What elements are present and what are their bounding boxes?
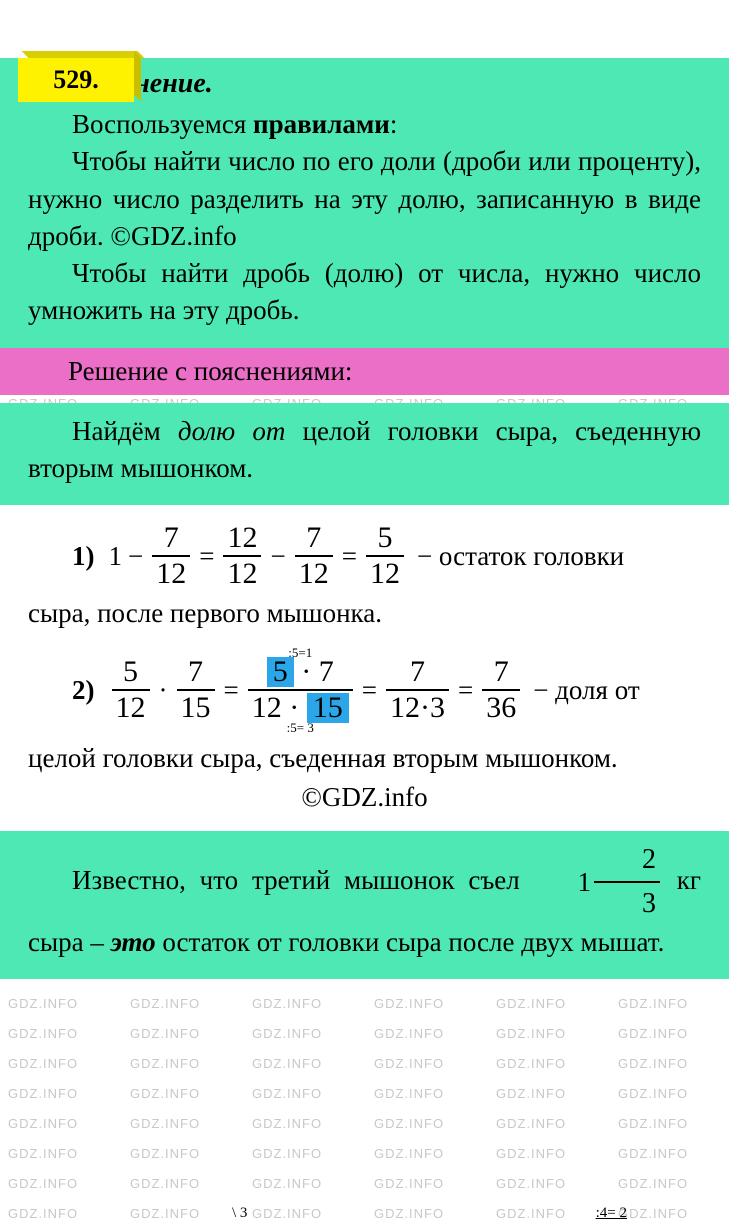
- fraction: 512: [112, 657, 150, 723]
- fraction: 1212: [223, 523, 261, 589]
- bottom-annotation-right: :4= 2: [596, 1205, 627, 1222]
- fraction: 715: [177, 657, 215, 723]
- copyright: ©GDZ.info: [28, 782, 701, 813]
- step1-text2: сыра, после первого мышонка.: [28, 595, 701, 632]
- content: 529. Пояснение. Воспользуемся правилами:…: [0, 58, 729, 979]
- mixed-fraction: 1 23: [534, 841, 664, 924]
- fraction: 712·3: [386, 657, 449, 723]
- step1-math: 1) 1 − 712 = 1212 − 712 = 512 − остаток …: [28, 523, 701, 589]
- bottom-annotation-left: \ 3: [232, 1205, 247, 1222]
- fraction: 712: [152, 523, 190, 589]
- badge-number: 529.: [53, 65, 99, 95]
- annotated-fraction: :5=1 5 · 7 12 · 15 :5= 3: [245, 646, 356, 734]
- step-intro-text: Найдём долю от целой головки сыра, съеде…: [28, 413, 701, 488]
- step2-math: 2) 512 · 715 = :5=1 5 · 7 12 · 15 :5= 3 …: [28, 646, 701, 734]
- math-block: 1) 1 − 712 = 1212 − 712 = 512 − остаток …: [0, 505, 729, 831]
- fraction: 736: [482, 657, 520, 723]
- fraction: 712: [295, 523, 333, 589]
- solutions-heading: Решение с пояснениями:: [68, 356, 352, 386]
- problem-number-badge: 529.: [18, 58, 134, 102]
- known-text: Известно, что третий мышонок съел 1 23 к…: [28, 841, 701, 962]
- solutions-heading-block: Решение с пояснениями:: [0, 348, 729, 395]
- explanation-rule2: Чтобы найти дробь (долю) от числа, нужно…: [28, 255, 701, 330]
- explanation-intro: Воспользуемся правилами:: [28, 106, 701, 143]
- step-intro-block: Найдём долю от целой головки сыра, съеде…: [0, 403, 729, 506]
- explanation-rule1: Чтобы найти число по его доли (дроби или…: [28, 143, 701, 255]
- known-block: Известно, что третий мышонок съел 1 23 к…: [0, 831, 729, 980]
- fraction: 512: [366, 523, 404, 589]
- step2-text2: целой головки сыра, съеденная вторым мыш…: [28, 740, 701, 777]
